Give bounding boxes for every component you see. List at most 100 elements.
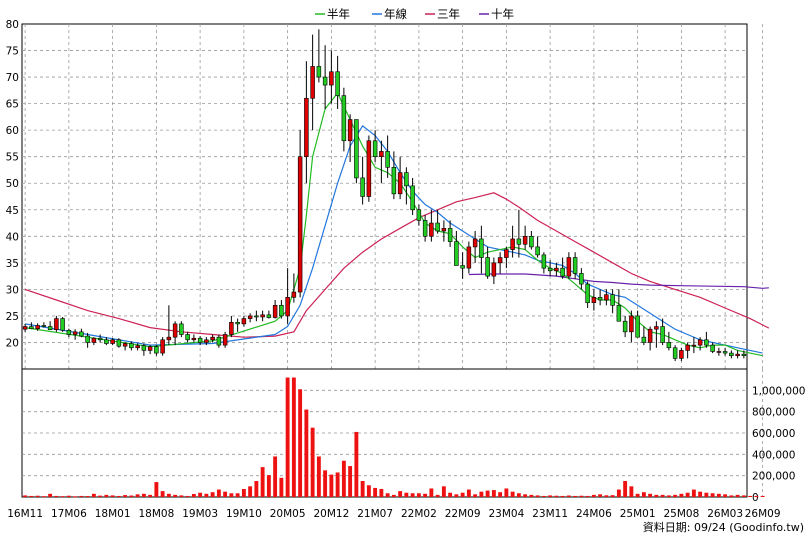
- volume-bar: [673, 494, 678, 497]
- volume-bar: [679, 493, 684, 497]
- candle: [416, 204, 422, 226]
- price-tick-label: 45: [6, 205, 19, 217]
- candle: [616, 289, 622, 322]
- candle: [397, 156, 403, 200]
- candle: [141, 343, 147, 356]
- volume-bar: [510, 491, 515, 497]
- candle: [391, 151, 397, 200]
- volume-bar: [729, 495, 734, 497]
- volume-bar: [116, 495, 121, 497]
- x-tick-label: 25M08: [663, 508, 699, 520]
- volume-bar: [185, 495, 190, 497]
- volume-bar: [616, 489, 621, 497]
- x-tick-label: 16M11: [7, 508, 43, 520]
- candle: [479, 225, 484, 274]
- price-tick-label: 65: [6, 99, 19, 111]
- candle: [254, 310, 259, 322]
- candle: [279, 300, 284, 319]
- candle: [247, 313, 253, 323]
- volume-bar: [660, 494, 665, 497]
- volume-bar: [704, 492, 709, 497]
- volume-grid: [22, 389, 747, 477]
- volume-bar: [735, 494, 740, 497]
- volume-bar: [579, 495, 584, 497]
- volume-bar: [73, 496, 78, 498]
- volume-bar: [548, 495, 553, 497]
- candle: [185, 331, 190, 343]
- volume-bar: [404, 492, 409, 497]
- candle: [260, 310, 265, 322]
- volume-bar: [498, 492, 503, 497]
- footer-note: 資料日期: 09/24 (Goodinfo.tw): [643, 520, 804, 534]
- x-tick-label: 20M12: [313, 508, 349, 520]
- volume-bar: [366, 485, 371, 497]
- x-tick-label: 18M01: [95, 508, 131, 520]
- volume-bar: [460, 492, 465, 497]
- volume-bar: [760, 495, 765, 497]
- candle: [716, 347, 722, 356]
- price-tick-label: 35: [6, 258, 19, 270]
- candle: [322, 45, 328, 109]
- candle: [579, 268, 584, 290]
- candle: [72, 329, 78, 340]
- volume-bar: [248, 486, 253, 497]
- volume-bar: [535, 495, 540, 497]
- volume-bar: [173, 494, 178, 497]
- candle: [241, 315, 247, 327]
- candle: [472, 231, 478, 263]
- x-tick-label: 19M10: [226, 508, 262, 520]
- volume-bar: [566, 495, 571, 497]
- volume-bar: [373, 487, 378, 497]
- volume-tick-label: 1,000,000: [752, 385, 805, 397]
- volume-bar: [98, 495, 103, 497]
- candle: [529, 231, 534, 250]
- price-tick-label: 55: [6, 152, 19, 164]
- candle: [166, 305, 172, 346]
- candle: [497, 252, 503, 274]
- volume-bar: [229, 493, 234, 497]
- volume-bar: [329, 474, 334, 497]
- volume-bar: [441, 486, 446, 497]
- candle: [410, 177, 415, 216]
- volume-bar: [423, 493, 428, 497]
- candle: [235, 318, 240, 332]
- candle: [554, 262, 559, 277]
- volume-bar: [198, 492, 203, 497]
- volume-bar: [216, 489, 221, 497]
- volume-bar: [698, 491, 703, 497]
- candle: [460, 252, 465, 279]
- legend: 半年 年線 三年 十年: [315, 7, 514, 21]
- candle: [79, 328, 84, 338]
- volume-bar: [398, 491, 403, 497]
- volume-bar: [454, 494, 459, 497]
- x-axis: 16M11 17M06 18M01 18M08 19M03 19M10 20M05 20M12…: [7, 508, 780, 520]
- price-axis: 80 75 70 65 60 55 50 45 40 35 30 25 20: [6, 19, 19, 349]
- candle: [129, 341, 134, 351]
- price-tick-label: 70: [6, 72, 19, 84]
- volume-bar: [23, 495, 28, 497]
- price-tick-label: 25: [6, 311, 19, 323]
- candle: [741, 350, 747, 359]
- candle: [697, 337, 703, 351]
- volume-bar: [541, 495, 546, 497]
- candle: [535, 236, 540, 258]
- candle: [310, 34, 315, 131]
- x-tick-label: 22M09: [445, 508, 481, 520]
- volume-bar: [473, 494, 478, 497]
- candle: [454, 231, 459, 266]
- candle: [447, 220, 453, 247]
- candle: [666, 331, 672, 351]
- candle: [704, 331, 709, 348]
- volume-bar: [254, 481, 259, 497]
- legend-label: 半年: [327, 7, 350, 21]
- candle: [379, 140, 384, 184]
- volume-bar: [54, 495, 59, 497]
- candle: [429, 209, 434, 242]
- volume-bar: [79, 495, 84, 497]
- volume-bar: [266, 475, 271, 497]
- volume-bar: [391, 494, 396, 497]
- x-tick-label: 23M11: [532, 508, 568, 520]
- candle: [641, 326, 647, 346]
- volume-tick-label: 0: [752, 492, 759, 504]
